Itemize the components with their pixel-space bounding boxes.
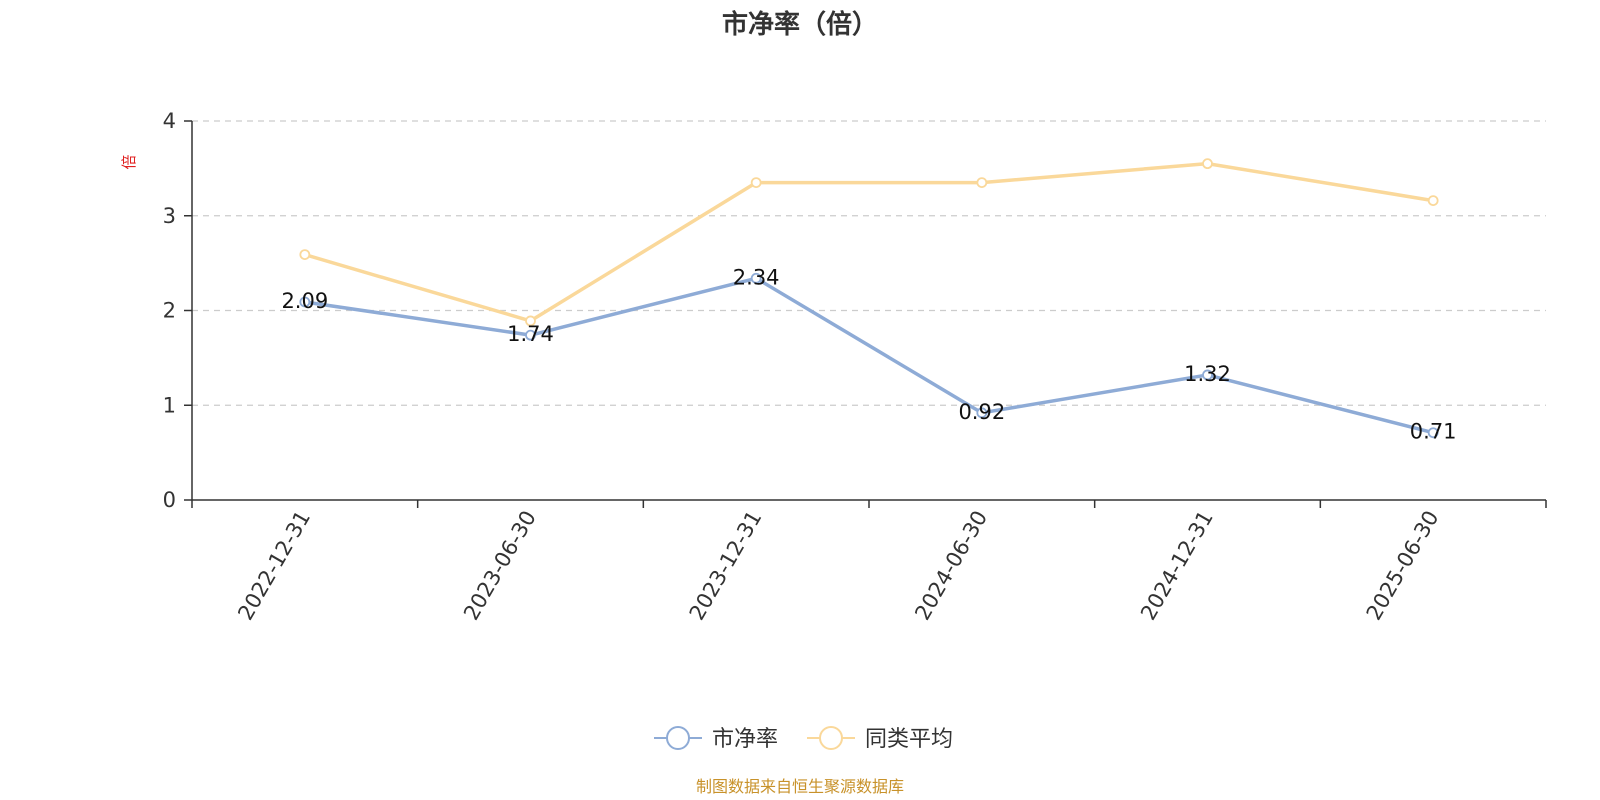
data-point-同类平均-2025-06-30 xyxy=(1427,195,1439,206)
x-tick-label-2024-12-31: 2024-12-31 xyxy=(1136,507,1218,625)
y-axis-unit-label: 倍 xyxy=(120,154,138,169)
legend-marker-同类平均 xyxy=(819,726,843,750)
data-point-市净率-2024-12-31 xyxy=(1202,369,1213,381)
data-label-市净率-2023-12-31: 2.34 xyxy=(733,265,780,289)
data-point-同类平均-2023-06-30 xyxy=(525,315,536,327)
data-point-市净率-2025-06-30 xyxy=(1427,427,1439,439)
data-point-同类平均-2022-12-31 xyxy=(299,249,311,260)
legend[interactable]: 市净率 同类平均 xyxy=(654,726,953,752)
legend-marker-市净率 xyxy=(666,726,690,750)
data-point-市净率-2023-06-30 xyxy=(525,329,536,341)
x-tick-label-2025-06-30: 2025-06-30 xyxy=(1362,507,1444,625)
series-lines xyxy=(299,158,1439,439)
chart-title: 市净率（倍） xyxy=(722,9,878,40)
legend-item-同类平均[interactable]: 同类平均 xyxy=(807,726,953,752)
x-tick-label-2024-06-30: 2024-06-30 xyxy=(910,506,992,624)
y-tick-label-4: 4 xyxy=(163,109,176,133)
series-line-同类平均 xyxy=(304,161,1434,323)
data-labels: 2.09 1.74 2.34 0.92 1.32 0.71 xyxy=(281,265,1456,443)
x-tick-label-2023-12-31: 2023-12-31 xyxy=(685,507,767,625)
y-tick-label-2: 2 xyxy=(163,299,176,323)
y-tick-label-0: 0 xyxy=(163,488,176,512)
data-point-市净率-2022-12-31 xyxy=(299,296,311,308)
data-label-市净率-2022-12-31: 2.09 xyxy=(281,289,328,313)
y-tick-label-3: 3 xyxy=(163,204,176,228)
x-tick-label-2023-06-30: 2023-06-30 xyxy=(459,507,541,625)
data-source-note: 制图数据来自恒生聚源数据库 xyxy=(696,777,904,796)
data-label-市净率-2024-06-30: 0.92 xyxy=(958,400,1005,424)
legend-item-市净率[interactable]: 市净率 xyxy=(654,726,778,752)
x-tick-label-2022-12-31: 2022-12-31 xyxy=(233,507,315,625)
series-line-市净率 xyxy=(304,276,1434,435)
data-point-同类平均-2024-12-31 xyxy=(1202,158,1213,170)
legend-label-同类平均: 同类平均 xyxy=(865,727,953,752)
legend-label-市净率: 市净率 xyxy=(712,727,778,752)
data-point-市净率-2023-12-31 xyxy=(750,272,762,284)
y-tick-label-1: 1 xyxy=(163,393,176,417)
data-label-市净率-2025-06-30: 0.71 xyxy=(1410,420,1457,444)
data-point-同类平均-2024-06-30 xyxy=(976,177,988,188)
grid-lines xyxy=(192,120,1546,406)
data-point-市净率-2024-06-30 xyxy=(976,407,988,419)
data-label-市净率-2023-06-30: 1.74 xyxy=(507,322,554,346)
data-label-市净率-2024-12-31: 1.32 xyxy=(1184,362,1231,386)
data-point-同类平均-2023-12-31 xyxy=(750,177,762,188)
